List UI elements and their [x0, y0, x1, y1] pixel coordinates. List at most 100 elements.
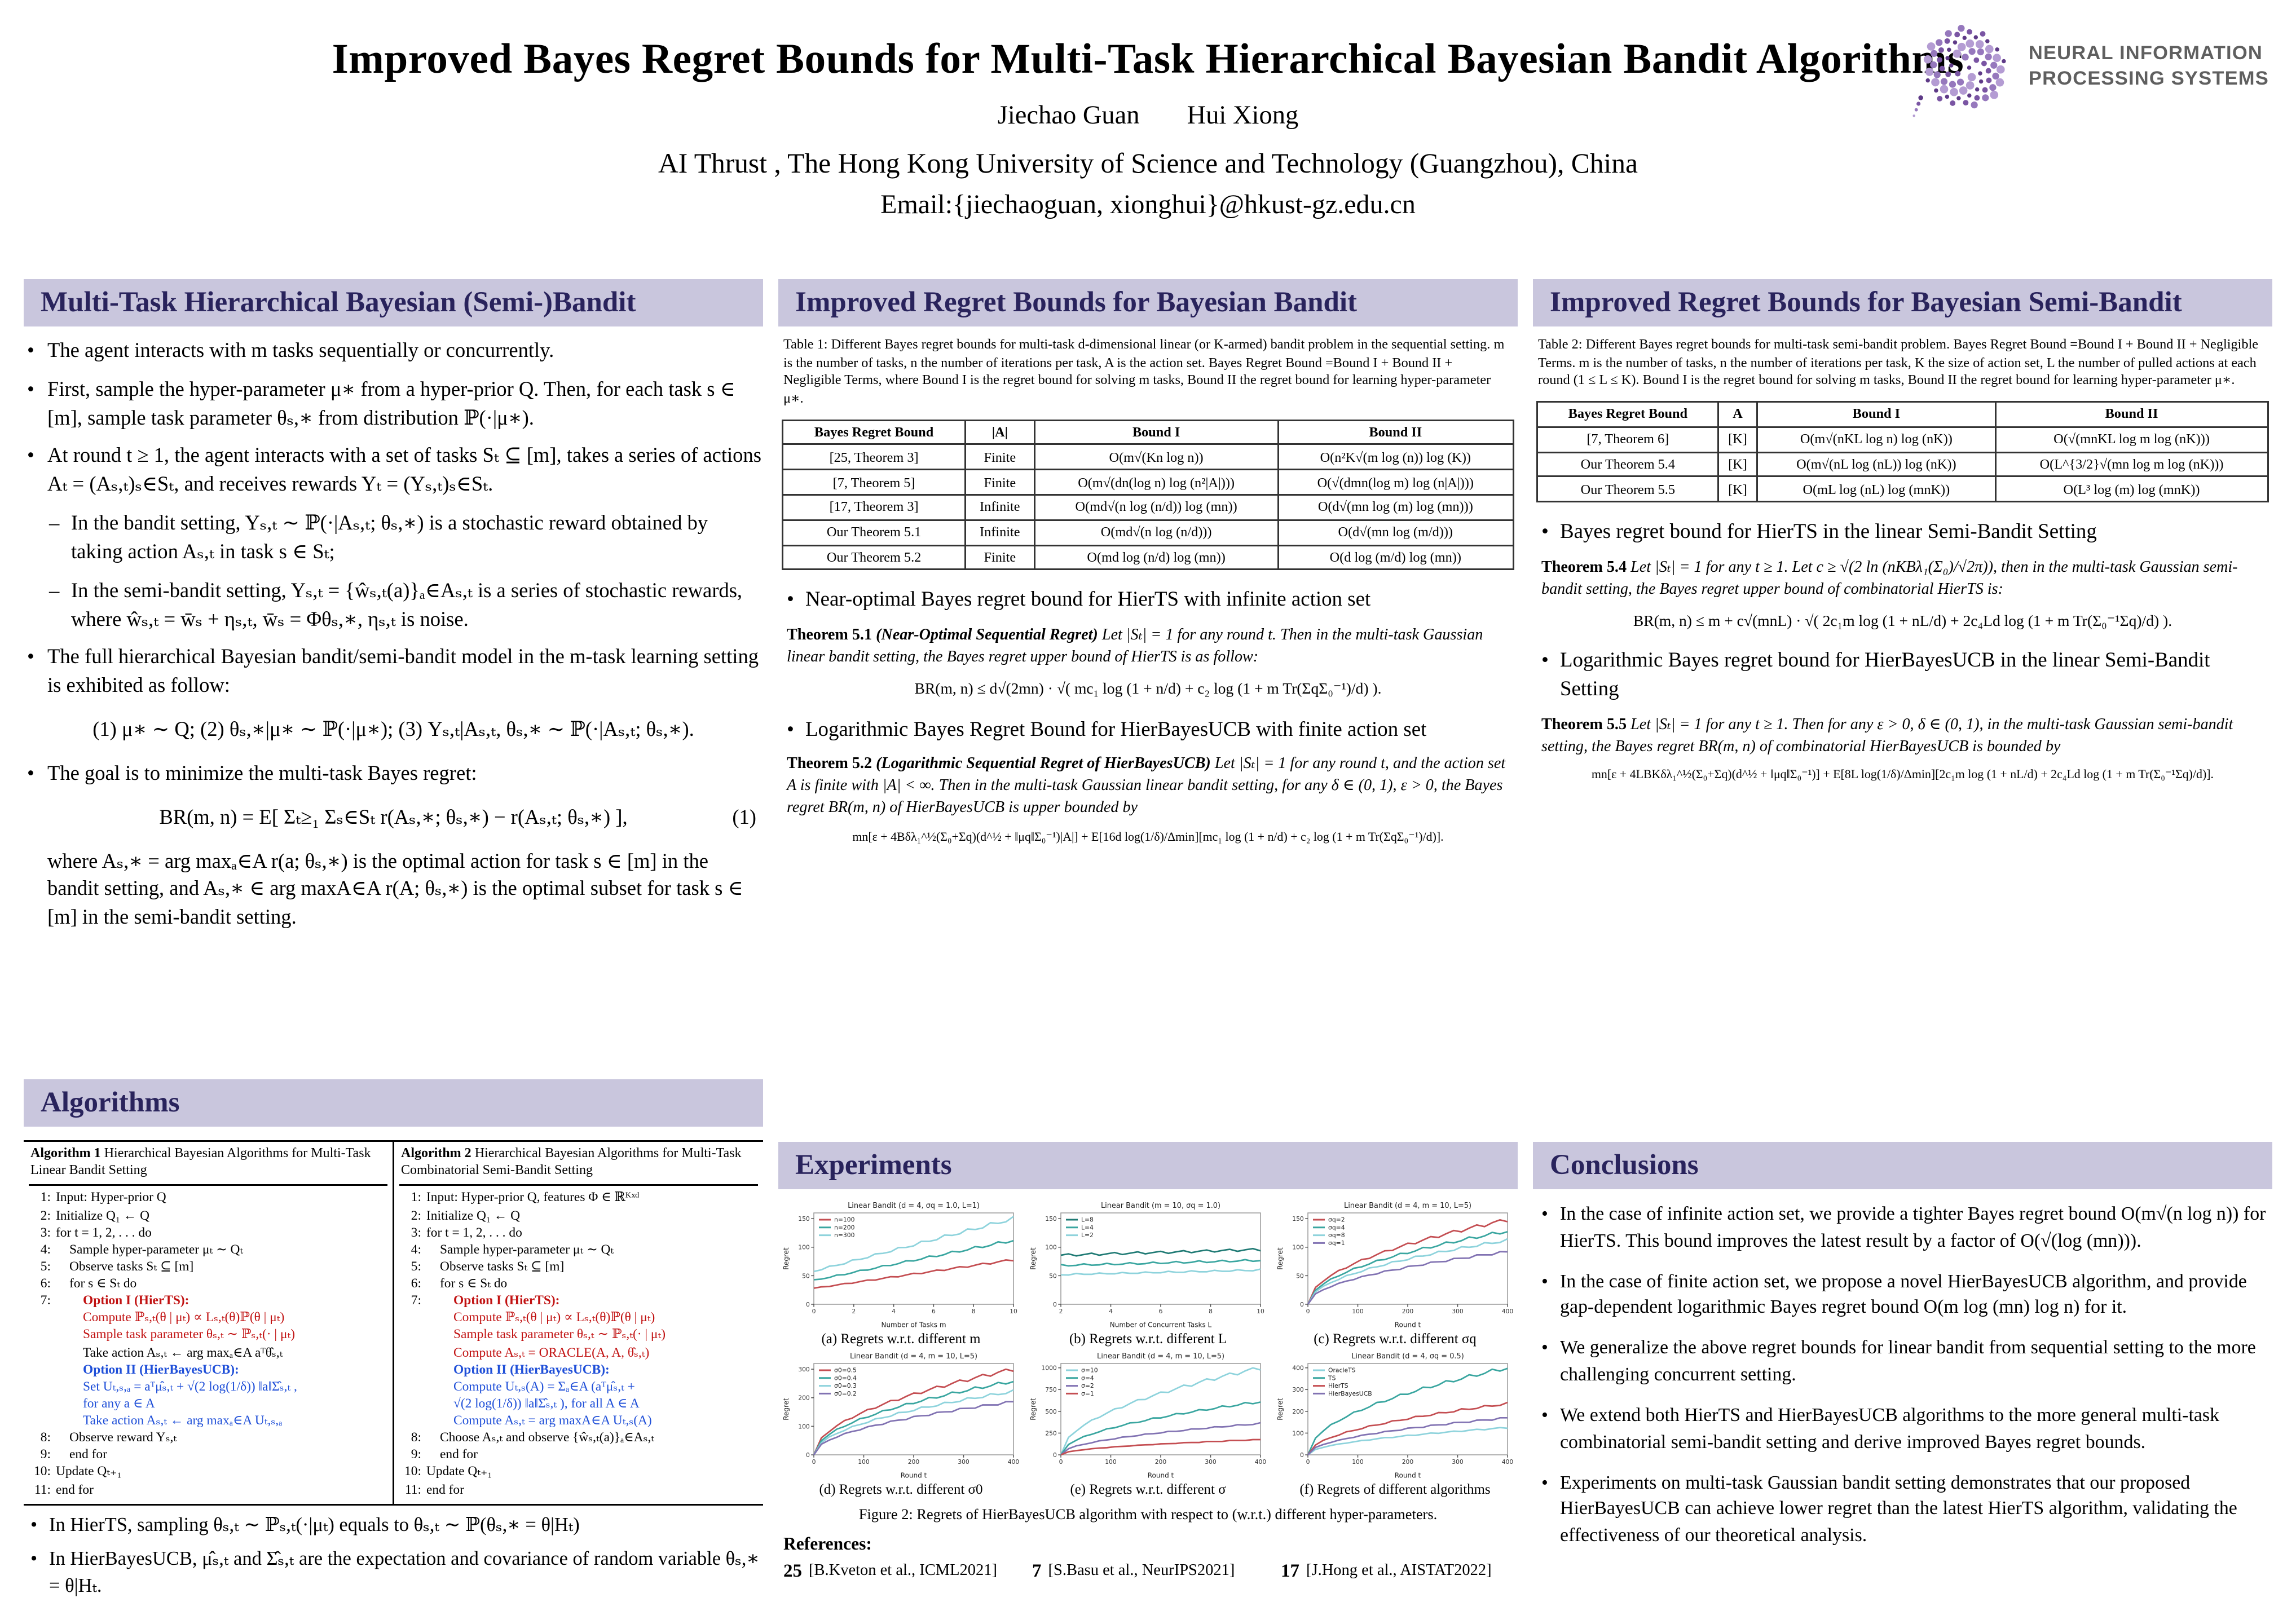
regret-line-chart: Linear Bandit (d = 4, m = 10, L=5) 0 100 20… [1276, 1202, 1514, 1329]
algorithm-line-text: Compute ℙₛ,ₜ(θ | μₜ) ∝ Lₛ,ₜ(θ)ℙ(θ | μₜ) [83, 1310, 285, 1326]
algorithm-line-number: 10: [404, 1464, 421, 1480]
algorithm-line: Take action Aₛ,ₜ ← arg maxₐ∈A aᵀθ̂ₛ,ₜ [29, 1344, 387, 1361]
algorithm-line-text: Compute ℙₛ,ₜ(θ | μₜ) ∝ Lₛ,ₜ(θ)ℙ(θ | μₜ) [453, 1310, 655, 1326]
algorithm-line: Compute ℙₛ,ₜ(θ | μₜ) ∝ Lₛ,ₜ(θ)ℙ(θ | μₜ) [399, 1310, 758, 1327]
algorithm-line-text: Take action Aₛ,ₜ ← arg maxₐ∈A aᵀθ̂ₛ,ₜ [83, 1344, 283, 1360]
algorithm-line-text: Observe tasks Sₜ ⊆ [m] [69, 1258, 194, 1274]
algorithm-line: √(2 log(1/δ)) ‖a‖Σ̂ₛ,ₜ ), for all A ∈ A [399, 1396, 758, 1413]
theorem-5-2-label: Theorem 5.2 [787, 756, 872, 774]
algorithm-line-number [399, 1361, 421, 1378]
table-header-cell: Bound I [1034, 419, 1279, 446]
svg-text:400: 400 [1502, 1308, 1514, 1315]
svg-text:HierBayesUCB: HierBayesUCB [1328, 1390, 1372, 1397]
svg-text:6: 6 [932, 1308, 936, 1315]
model-item-text: In the bandit setting, Yₛ,ₜ ∼ ℙ(·|Aₛ,ₜ; … [71, 511, 708, 563]
svg-text:Linear Bandit (d = 4, m = 10,: Linear Bandit (d = 4, m = 10, L=5) [850, 1352, 977, 1361]
svg-text:300: 300 [798, 1366, 810, 1373]
algorithm-line: 11: end for [399, 1481, 758, 1498]
svg-text:Regret: Regret [1029, 1247, 1037, 1270]
references-list: 25 [B.Kveton et al., ICML2021] 7 [S.Basu… [778, 1561, 1518, 1582]
algorithm-2-caption-text: Hierarchical Bayesian Algorithms for Mul… [401, 1145, 742, 1178]
algorithm-line-number: 10: [34, 1464, 51, 1480]
algorithm-line-text: Compute Aₛ,ₜ = arg maxA∈A Uₜ,ₛ(A) [453, 1413, 652, 1428]
plot-cell: Linear Bandit (d = 4, m = 10, L=5) 0 100 20… [778, 1348, 1024, 1497]
svg-text:0: 0 [806, 1451, 810, 1459]
algorithm-line-text: Initialize Q₁ ← Q [426, 1207, 521, 1223]
table-cell: [K] [1717, 451, 1759, 478]
algorithm-line: Option II (HierBayesUCB): [399, 1361, 758, 1378]
plot-cell: Linear Bandit (d = 4, σq = 0.5) 0 100 200 30… [1272, 1348, 1518, 1497]
table-header-cell: A [1717, 401, 1759, 428]
reference-text: [J.Hong et al., AISTAT2022] [1306, 1563, 1492, 1580]
table-1-header-row: Bayes Regret Bound |A| Bound I Bound II [782, 419, 1514, 446]
svg-text:L=4: L=4 [1081, 1224, 1094, 1231]
algorithm-line-text: Compute Uₜ,ₛ(A) = Σₐ∈A (aᵀμ̂ₛ,ₜ + [453, 1378, 635, 1394]
table-cell: O(m√(Kn log n)) [1034, 444, 1279, 471]
svg-text:150: 150 [1292, 1215, 1304, 1223]
algorithm-line-text: Update Qₜ₊₁ [56, 1464, 122, 1480]
plot-caption: (f) Regrets of different algorithms [1299, 1482, 1491, 1497]
algorithm-2: Algorithm 2 Hierarchical Bayesian Algori… [393, 1142, 763, 1504]
table-cell: Infinite [964, 494, 1036, 521]
table-header-cell: Bound I [1756, 401, 1997, 428]
model-item-text: (1) μ∗ ∼ Q; (2) θₛ,∗|μ∗ ∼ ℙ(·|μ∗); (3) Y… [92, 717, 694, 742]
theorem-5-1: Theorem 5.1 (Near-Optimal Sequential Reg… [787, 626, 1509, 700]
column-1: Multi-Task Hierarchical Bayesian (Semi-)… [24, 279, 763, 1602]
plot-caption: (a) Regrets w.r.t. different m [821, 1331, 981, 1347]
svg-text:σ0=0.3: σ0=0.3 [834, 1382, 857, 1389]
algorithm-notes: In HierTS, sampling θₛ,ₜ ∼ ℙₛ,ₜ(·|μₜ) eq… [24, 1513, 763, 1601]
section-experiments: Experiments Linear Bandit (d = 4, σq = 1… [778, 1142, 1518, 1602]
svg-text:150: 150 [1045, 1215, 1057, 1223]
table-cell: Finite [964, 469, 1036, 496]
reference-number: 17 [1281, 1561, 1299, 1582]
algorithm-line-text: Sample task parameter θₛ,ₜ ∼ ℙₛ,ₜ(· | μₜ… [83, 1327, 296, 1343]
neurips-logo-line1: NEURAL INFORMATION [2028, 44, 2263, 65]
algorithm-line-text: Option II (HierBayesUCB): [453, 1361, 610, 1377]
theorem-5-4-label: Theorem 5.4 [1541, 559, 1627, 577]
model-item: The full hierarchical Bayesian bandit/se… [24, 643, 763, 700]
svg-text:Linear Bandit (d = 4, m = 10,: Linear Bandit (d = 4, m = 10, L=5) [1097, 1352, 1224, 1361]
svg-text:150: 150 [798, 1215, 810, 1223]
algorithm-line: 2: Initialize Q₁ ← Q [399, 1207, 758, 1224]
algorithm-line: 10: Update Qₜ₊₁ [29, 1464, 387, 1481]
svg-text:Round t: Round t [901, 1472, 927, 1480]
algorithm-boxes: Algorithm 1 Hierarchical Bayesian Algori… [24, 1140, 763, 1506]
authors: Jiechao Guan Hui Xiong [0, 102, 2296, 132]
svg-text:400: 400 [1502, 1458, 1514, 1466]
svg-text:50: 50 [1049, 1272, 1057, 1279]
algorithm-line: Compute ℙₛ,ₜ(θ | μₜ) ∝ Lₛ,ₜ(θ)ℙ(θ | μₜ) [29, 1310, 387, 1327]
svg-text:σ=10: σ=10 [1081, 1367, 1098, 1374]
svg-text:200: 200 [1402, 1458, 1414, 1466]
algorithm-line: 9: end for [399, 1447, 758, 1464]
reference-text: [S.Basu et al., NeurIPS2021] [1048, 1563, 1235, 1580]
svg-text:n=300: n=300 [834, 1232, 855, 1239]
table-cell: O(L^{3/2}√(mn log m log (nK))) [1994, 451, 2269, 478]
algorithm-note: In HierTS, sampling θₛ,ₜ ∼ ℙₛ,ₜ(·|μₜ) eq… [27, 1513, 760, 1540]
section-header-conclusions: Conclusions [1533, 1142, 2272, 1189]
algorithm-line-text: Sample task parameter θₛ,ₜ ∼ ℙₛ,ₜ(· | μₜ… [453, 1327, 666, 1343]
table-cell: Infinite [964, 519, 1036, 546]
algorithm-line-number: 6: [40, 1276, 51, 1291]
svg-text:200: 200 [1402, 1308, 1414, 1315]
table-cell: [K] [1717, 426, 1759, 453]
algorithm-line-number [399, 1379, 421, 1396]
svg-text:400: 400 [1255, 1458, 1267, 1466]
svg-text:8: 8 [972, 1308, 976, 1315]
algorithm-line-number [399, 1344, 421, 1361]
theorem-5-4: Theorem 5.4 Let |Sₜ| = 1 for any t ≥ 1. … [1541, 558, 2264, 632]
algorithm-line-text: Option I (HierTS): [83, 1292, 190, 1308]
theorem-5-1-name: (Near-Optimal Sequential Regret) [876, 627, 1098, 645]
svg-text:300: 300 [1452, 1458, 1464, 1466]
theorem-5-5-body: Let |Sₜ| = 1 for any t ≥ 1. Then for any… [1541, 716, 2233, 756]
algorithm-line-number [29, 1344, 51, 1361]
table-row: Our Theorem 5.2 Finite O(md log (n/d) lo… [782, 544, 1514, 571]
algorithm-1: Algorithm 1 Hierarchical Bayesian Algori… [24, 1142, 393, 1503]
svg-text:100: 100 [1352, 1458, 1364, 1466]
algorithm-line: 6: for s ∈ Sₜ do [29, 1276, 387, 1292]
algorithm-line: 3: for t = 1, 2, . . . do [399, 1224, 758, 1241]
algorithm-line: 8: Observe reward Yₛ,ₜ [29, 1430, 387, 1447]
algorithm-line-text: Sample hyper-parameter μₜ ∼ Qₜ [69, 1241, 244, 1257]
equation-number: (1) [732, 805, 756, 829]
algorithm-line-number [29, 1413, 51, 1429]
